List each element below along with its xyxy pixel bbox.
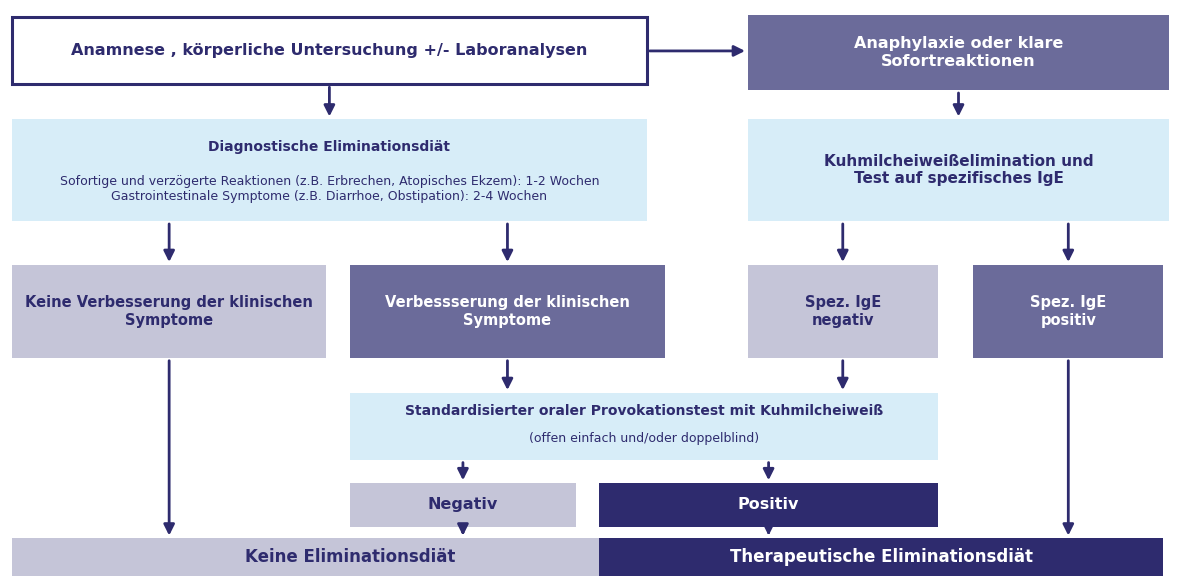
FancyBboxPatch shape [748,15,1169,90]
FancyBboxPatch shape [973,265,1163,358]
FancyBboxPatch shape [748,265,938,358]
Text: Diagnostische Eliminationsdiät: Diagnostische Eliminationsdiät [209,140,450,154]
Text: (offen einfach und/oder doppelblind): (offen einfach und/oder doppelblind) [529,432,758,445]
Text: Verbessserung der klinischen
Symptome: Verbessserung der klinischen Symptome [385,295,630,328]
Text: Anaphylaxie oder klare
Sofortreaktionen: Anaphylaxie oder klare Sofortreaktionen [853,36,1064,69]
FancyBboxPatch shape [350,483,576,527]
FancyBboxPatch shape [12,17,647,84]
Text: Negativ: Negativ [427,498,499,512]
FancyBboxPatch shape [748,119,1169,221]
Text: Sofortige und verzögerte Reaktionen (z.B. Erbrechen, Atopisches Ekzem): 1-2 Woch: Sofortige und verzögerte Reaktionen (z.B… [59,175,599,203]
Text: Keine Verbesserung der klinischen
Symptome: Keine Verbesserung der klinischen Sympto… [25,295,313,328]
Text: Spez. IgE
negativ: Spez. IgE negativ [805,295,881,328]
Text: Keine Eliminationsdiät: Keine Eliminationsdiät [245,548,456,566]
FancyBboxPatch shape [599,538,1163,576]
FancyBboxPatch shape [599,483,938,527]
FancyBboxPatch shape [350,393,938,460]
Text: Standardisierter oraler Provokationstest mit Kuhmilcheiweiß: Standardisierter oraler Provokationstest… [405,404,883,418]
Text: Anamnese , körperliche Untersuchung +/- Laboranalysen: Anamnese , körperliche Untersuchung +/- … [71,44,588,58]
FancyBboxPatch shape [350,265,665,358]
Text: Therapeutische Eliminationsdiät: Therapeutische Eliminationsdiät [730,548,1033,566]
FancyBboxPatch shape [12,119,647,221]
Text: Spez. IgE
positiv: Spez. IgE positiv [1030,295,1106,328]
Text: Positiv: Positiv [738,498,799,512]
FancyBboxPatch shape [12,265,326,358]
Text: Kuhmilcheiweißelimination und
Test auf spezifisches IgE: Kuhmilcheiweißelimination und Test auf s… [824,154,1093,186]
FancyBboxPatch shape [12,538,688,576]
